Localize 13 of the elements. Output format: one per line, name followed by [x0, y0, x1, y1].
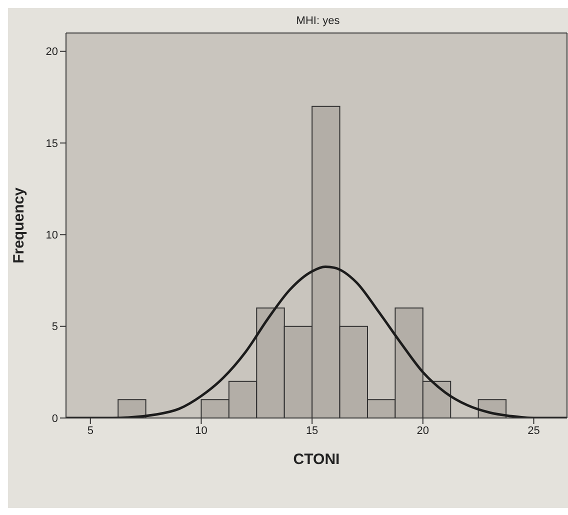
y-tick-label: 0: [52, 412, 58, 425]
x-tick-label: 15: [306, 424, 318, 437]
chart-title: MHI: yes: [296, 15, 340, 27]
x-tick-label: 20: [416, 424, 430, 437]
y-tick-label: 15: [46, 138, 58, 150]
x-tick-label: 10: [195, 424, 208, 437]
y-tick-label: 10: [46, 230, 58, 242]
y-tick-label: 20: [46, 46, 58, 58]
y-tick-label: 5: [52, 321, 58, 334]
y-axis-title: Frequency: [10, 186, 28, 264]
x-axis-title: CTONI: [293, 451, 340, 468]
x-tick-label: 25: [528, 424, 540, 437]
x-tick-label: 5: [87, 424, 94, 437]
